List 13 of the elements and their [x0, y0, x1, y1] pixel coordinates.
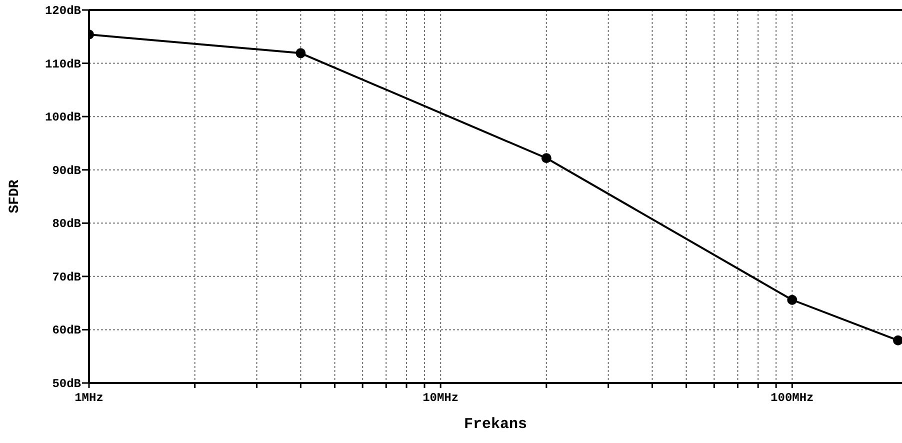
y-axis-title: SFDR: [7, 179, 23, 214]
x-tick-label: 10MHz: [422, 391, 459, 405]
x-axis-title: Frekans: [464, 416, 528, 433]
y-tick-label: 90dB: [52, 164, 81, 178]
y-tick-label: 120dB: [44, 4, 81, 18]
y-tick-label: 70dB: [52, 270, 81, 284]
x-tick-label: 100MHz: [770, 391, 814, 405]
y-tick-label: 100dB: [44, 110, 81, 125]
y-tick-label: 80dB: [52, 217, 81, 232]
y-tick-label: 110dB: [44, 57, 81, 72]
x-tick-label: 1MHz: [74, 391, 104, 405]
y-tick-label: 60dB: [52, 324, 81, 338]
y-tick-label: 50dB: [52, 377, 81, 391]
